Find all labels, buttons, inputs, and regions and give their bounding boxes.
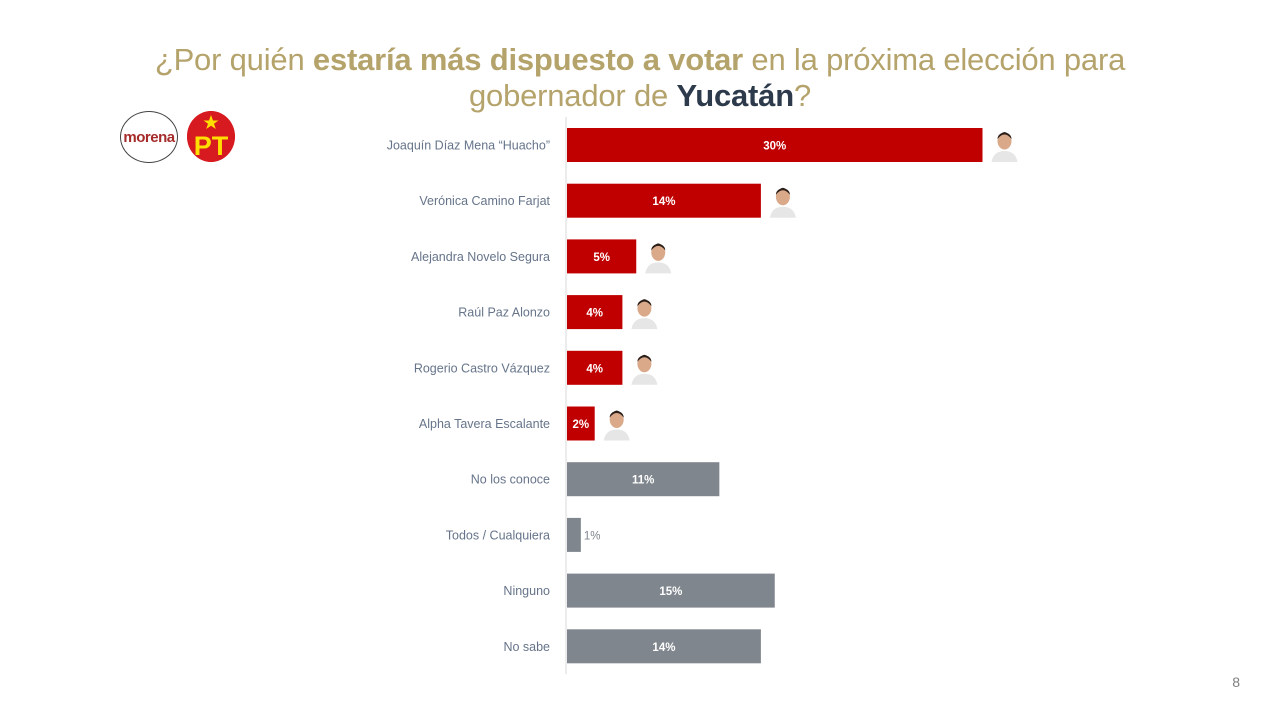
title-part6: ? <box>793 78 811 113</box>
pt-logo-text: PT <box>194 131 229 161</box>
category-label: Raúl Paz Alonzo <box>458 306 550 320</box>
pt-logo: PT <box>187 111 235 162</box>
title-part4: gobernador de <box>468 78 677 113</box>
bar <box>567 350 623 385</box>
category-label: Ninguno <box>503 584 550 598</box>
bar <box>567 239 637 274</box>
bar <box>567 629 761 664</box>
title-part3: en la próxima elección para <box>743 42 1126 77</box>
category-label: Todos / Cualquiera <box>446 528 550 542</box>
data-label: 5% <box>593 252 610 264</box>
bar <box>567 406 595 441</box>
bar <box>567 573 775 608</box>
candidate-photo <box>767 183 798 218</box>
category-label: Alpha Tavera Escalante <box>419 417 550 431</box>
bar <box>567 295 623 330</box>
data-label: 2% <box>573 419 590 431</box>
candidate-photo <box>601 406 632 441</box>
candidate-photo <box>629 295 660 330</box>
data-label: 15% <box>659 586 682 598</box>
category-label: No sabe <box>503 640 550 654</box>
bar <box>567 183 761 218</box>
candidate-photo <box>629 350 660 385</box>
morena-logo-text: morena <box>123 128 175 146</box>
data-label: 4% <box>586 308 603 320</box>
title-part5: Yucatán <box>676 78 794 113</box>
page-number: 8 <box>1232 674 1240 690</box>
category-label: Alejandra Novelo Segura <box>411 250 550 264</box>
morena-logo: morena <box>120 111 178 163</box>
title-part2: estaría más dispuesto a votar <box>312 42 744 77</box>
candidate-photo <box>989 128 1020 162</box>
data-label: 11% <box>632 475 654 487</box>
chart-title: ¿Por quién estaría más dispuesto a votar… <box>140 42 1140 114</box>
category-label: Verónica Camino Farjat <box>419 194 550 208</box>
data-label: 14% <box>652 642 675 654</box>
data-label: 30% <box>763 141 786 153</box>
bar <box>567 517 581 552</box>
category-label: Joaquín Díaz Mena “Huacho” <box>387 139 550 153</box>
bar <box>567 462 720 497</box>
candidate-photo <box>643 239 674 274</box>
title-part1: ¿Por quién <box>154 42 313 77</box>
data-label: 4% <box>586 363 603 375</box>
category-label: No los conoce <box>471 473 550 487</box>
category-label: Rogerio Castro Vázquez <box>414 361 550 375</box>
data-label: 14% <box>652 196 675 208</box>
star-icon <box>203 115 219 129</box>
data-label: 1% <box>584 530 601 542</box>
bar <box>567 128 983 162</box>
